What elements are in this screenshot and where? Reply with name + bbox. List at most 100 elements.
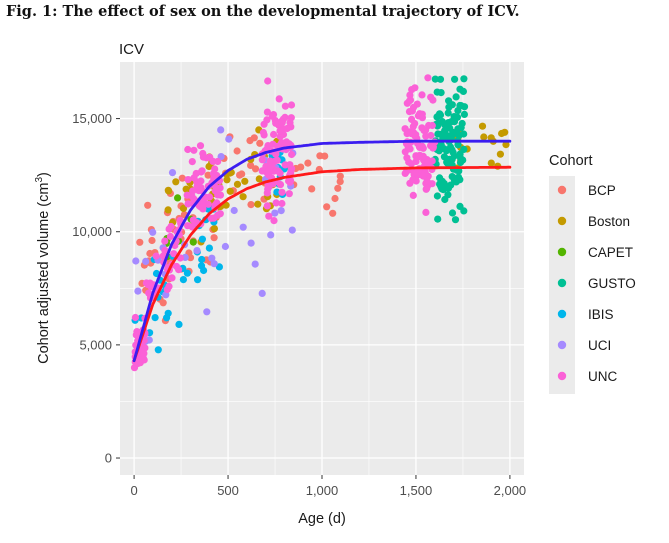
point-boston xyxy=(255,175,263,183)
panel-title: ICV xyxy=(119,41,144,58)
y-axis-ticks: 0 5,000 10,000 15,000 xyxy=(72,111,120,466)
trajectory-curves xyxy=(132,139,512,363)
point-bcp xyxy=(329,209,337,217)
point-unc xyxy=(214,191,222,199)
point-unc xyxy=(278,188,286,196)
legend-label-boston: Boston xyxy=(588,214,630,229)
point-unc xyxy=(270,130,278,139)
y-tick-label: 15,000 xyxy=(72,111,112,126)
y-tick-label: 0 xyxy=(105,451,112,466)
point-unc xyxy=(286,161,294,169)
point-gusto xyxy=(460,75,468,83)
x-tick-label: 0 xyxy=(130,483,137,498)
point-unc xyxy=(287,101,296,109)
point-unc xyxy=(184,176,192,184)
point-ibis xyxy=(198,235,206,243)
point-gusto xyxy=(433,113,441,121)
point-bcp xyxy=(308,185,316,193)
point-gusto xyxy=(447,181,455,189)
point-unc xyxy=(167,222,175,231)
point-unc xyxy=(207,214,215,222)
point-uci xyxy=(277,207,285,215)
point-gusto xyxy=(450,117,458,126)
point-unc xyxy=(287,114,295,122)
point-gusto xyxy=(449,148,457,156)
point-unc xyxy=(411,119,419,128)
point-unc xyxy=(267,162,275,170)
point-gusto xyxy=(434,130,442,138)
point-uci xyxy=(251,260,259,268)
point-bcp xyxy=(247,201,255,209)
point-unc xyxy=(263,202,271,210)
point-uci xyxy=(230,206,238,215)
point-gusto xyxy=(460,130,468,138)
point-unc xyxy=(188,223,196,231)
point-unc xyxy=(258,156,266,164)
point-unc xyxy=(418,124,426,132)
point-uci xyxy=(225,135,233,143)
legend-key-ibis xyxy=(557,309,567,319)
point-unc xyxy=(165,282,173,290)
point-unc xyxy=(190,146,198,154)
point-unc xyxy=(161,237,169,245)
point-unc xyxy=(409,191,417,199)
point-unc xyxy=(265,212,273,220)
point-unc xyxy=(184,200,192,208)
point-bcp xyxy=(323,203,331,211)
point-unc xyxy=(419,152,427,160)
point-unc xyxy=(270,217,278,225)
point-boston xyxy=(233,180,242,188)
point-unc xyxy=(273,156,281,164)
point-boston xyxy=(226,187,234,195)
point-ibis xyxy=(179,276,187,284)
point-bcp xyxy=(236,171,244,179)
point-uci xyxy=(142,257,150,265)
figure-title: Fig. 1: The effect of sex on the develop… xyxy=(6,3,520,20)
point-unc xyxy=(287,169,295,177)
point-boston xyxy=(223,176,231,184)
point-uci xyxy=(149,228,157,236)
point-unc xyxy=(269,111,278,119)
legend-key-gusto xyxy=(557,278,567,288)
point-unc xyxy=(414,112,422,120)
point-bcp xyxy=(304,159,312,167)
point-unc xyxy=(209,157,217,165)
point-gusto xyxy=(433,88,441,96)
legend-key-uci xyxy=(557,340,567,350)
point-gusto xyxy=(431,75,439,83)
point-unc xyxy=(196,142,205,150)
point-uci xyxy=(247,239,255,247)
point-boston xyxy=(239,193,247,201)
legend: Cohort BCP Boston CAPET GUSTO IBIS UCI UNC xyxy=(549,153,636,394)
x-axis-ticks: 0 500 1,000 1,500 2,000 xyxy=(130,475,526,498)
point-unc xyxy=(272,119,280,127)
point-ibis xyxy=(215,263,223,271)
point-unc xyxy=(189,187,197,195)
point-ibis xyxy=(183,269,191,277)
point-gusto xyxy=(457,102,465,110)
legend-items: BCP Boston CAPET GUSTO IBIS UCI UNC xyxy=(557,183,636,384)
point-unc xyxy=(423,177,431,185)
point-ibis xyxy=(154,346,162,354)
point-unc xyxy=(263,189,271,197)
point-unc xyxy=(419,172,427,180)
point-gusto xyxy=(451,216,460,224)
point-unc xyxy=(276,181,285,189)
point-gusto xyxy=(434,119,442,127)
point-capet xyxy=(174,194,182,202)
point-boston xyxy=(164,206,172,214)
point-bcp xyxy=(178,174,186,182)
point-gusto xyxy=(444,109,452,117)
point-bcp xyxy=(316,152,324,160)
point-ibis xyxy=(205,244,213,252)
point-unc xyxy=(286,178,294,186)
point-unc xyxy=(278,118,286,127)
point-unc xyxy=(146,281,154,289)
point-boston xyxy=(241,177,249,185)
point-ibis xyxy=(273,188,281,196)
legend-label-capet: CAPET xyxy=(588,245,633,260)
point-uci xyxy=(132,257,140,265)
point-bcp xyxy=(334,184,342,192)
point-unc xyxy=(161,246,169,254)
point-gusto xyxy=(456,85,464,93)
